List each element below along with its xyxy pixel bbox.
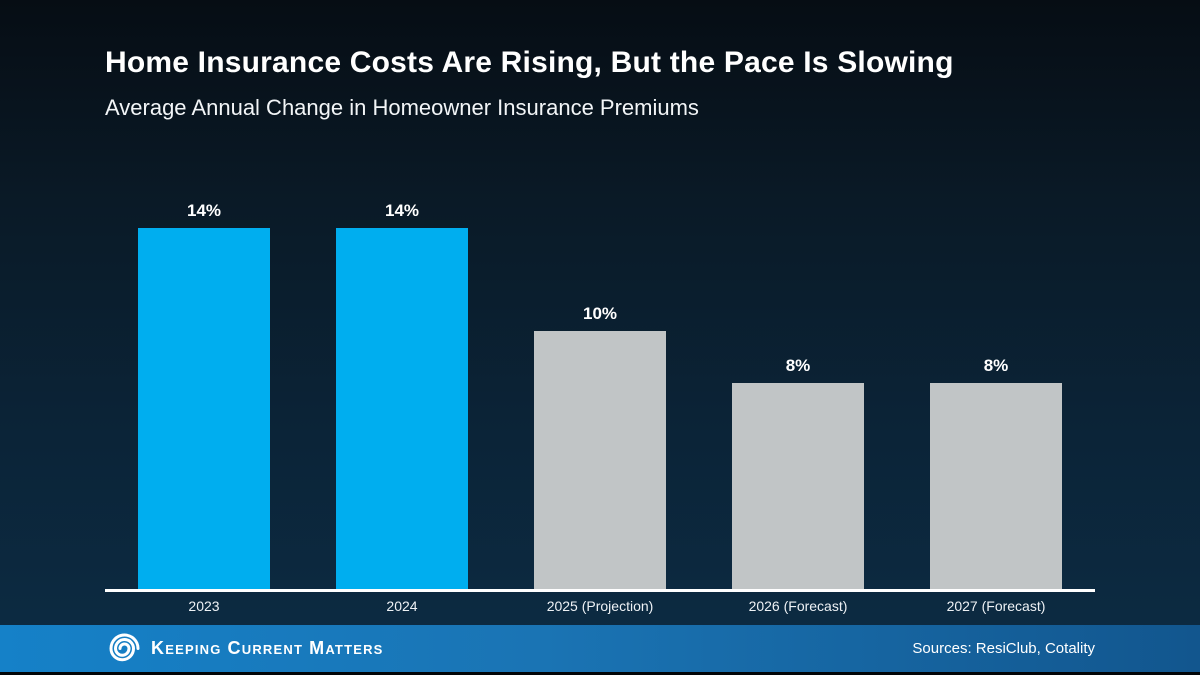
bar-columns: 14% 14% 10% 8% 8% [105, 198, 1095, 589]
brand-word-lead: K [151, 638, 166, 658]
x-axis-label-2025: 2025 (Projection) [546, 598, 654, 614]
brand-logo: KEEPING CURRENT MATTERS [108, 632, 390, 665]
bar-column-2023: 14% [105, 198, 303, 589]
bar-value-label: 8% [785, 356, 811, 375]
bar-2026 [732, 383, 864, 589]
bar-2023 [138, 228, 270, 589]
brand-word-rest: ATTERS [325, 642, 384, 657]
footer-bar: KEEPING CURRENT MATTERS Sources: ResiClub,… [0, 625, 1200, 672]
brand-word-rest: EEPING [165, 642, 222, 657]
bar-value-label: 14% [384, 201, 420, 220]
brand-word-rest: URRENT [241, 642, 304, 657]
page-title: Home Insurance Costs Are Rising, But the… [105, 46, 954, 79]
bottom-edge-strip [0, 672, 1200, 675]
sources-text: Sources: ResiClub, Cotality [912, 640, 1095, 657]
x-axis-labels: 2023 2024 2025 (Projection) 2026 (Foreca… [105, 598, 1095, 614]
bar-column-2025: 10% [501, 198, 699, 589]
x-axis-label-2023: 2023 [188, 598, 220, 614]
bar-column-2024: 14% [303, 198, 501, 589]
bar-2027 [930, 383, 1062, 589]
bar-2024 [336, 228, 468, 589]
bar-value-label: 8% [983, 356, 1009, 375]
bar-2025 [534, 331, 666, 589]
x-axis-label-2024: 2024 [386, 598, 418, 614]
page-subtitle: Average Annual Change in Homeowner Insur… [105, 95, 699, 120]
x-axis-label-2027: 2027 (Forecast) [946, 598, 1046, 614]
brand-word-lead: M [309, 638, 326, 658]
x-axis-label-2026: 2026 (Forecast) [748, 598, 848, 614]
brand-name: KEEPING CURRENT MATTERS [151, 638, 390, 659]
bar-value-label: 14% [186, 201, 222, 220]
bar-chart: 14% 14% 10% 8% 8% [105, 198, 1095, 592]
brand-word-lead: C [227, 638, 242, 658]
bar-value-label: 10% [582, 304, 618, 323]
bar-column-2027: 8% [897, 198, 1095, 589]
kcm-swirl-icon [109, 633, 140, 662]
bar-column-2026: 8% [699, 198, 897, 589]
